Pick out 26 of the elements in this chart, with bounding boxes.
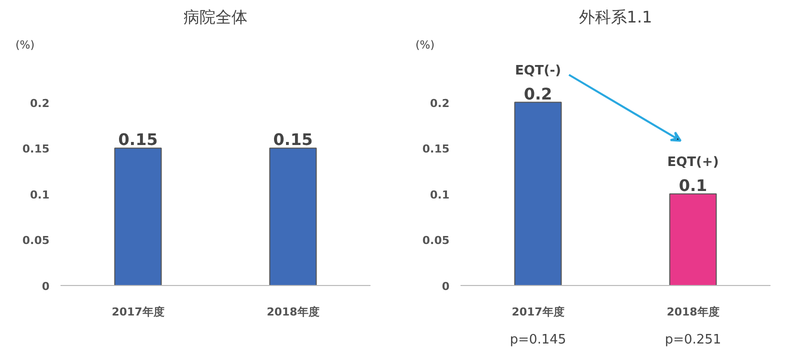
annotation: EQT(-) — [514, 63, 562, 78]
x-tick-label: 2017年度 — [512, 306, 564, 318]
data-label: 0.15 — [118, 130, 158, 150]
y-tick-label: 0.1 — [30, 188, 50, 202]
text: p=0.145 — [510, 332, 566, 348]
y-tick-label: 0.2 — [430, 96, 450, 110]
y-tick-label: 0.1 — [430, 188, 450, 202]
y-tick-label: 0 — [442, 280, 450, 293]
y-tick-label: 0.2 — [30, 96, 50, 110]
annotation: EQT(+) — [667, 154, 719, 170]
chart-title: 病院全体 — [184, 8, 248, 26]
x-tick-label: 2018年度 — [266, 306, 320, 318]
text: p=0.251 — [664, 332, 722, 348]
y-axis-title: (%) — [416, 38, 435, 52]
y-tick-label: 0.15 — [422, 142, 450, 156]
chart-title: 外科系1.1 — [578, 8, 652, 26]
x-tick-label: 2018年度 — [666, 306, 720, 318]
y-tick-label: 0 — [42, 280, 50, 293]
data-label: 0.1 — [678, 176, 708, 195]
x-tick-label: 2017年度 — [112, 306, 164, 318]
y-axis-title: (%) — [16, 38, 35, 52]
data-label: 0.2 — [524, 84, 552, 104]
data-label: 0.15 — [273, 130, 313, 150]
y-tick-label: 0.05 — [22, 234, 50, 248]
y-tick-label: 0.15 — [22, 142, 50, 156]
y-tick-label: 0.05 — [422, 234, 450, 248]
